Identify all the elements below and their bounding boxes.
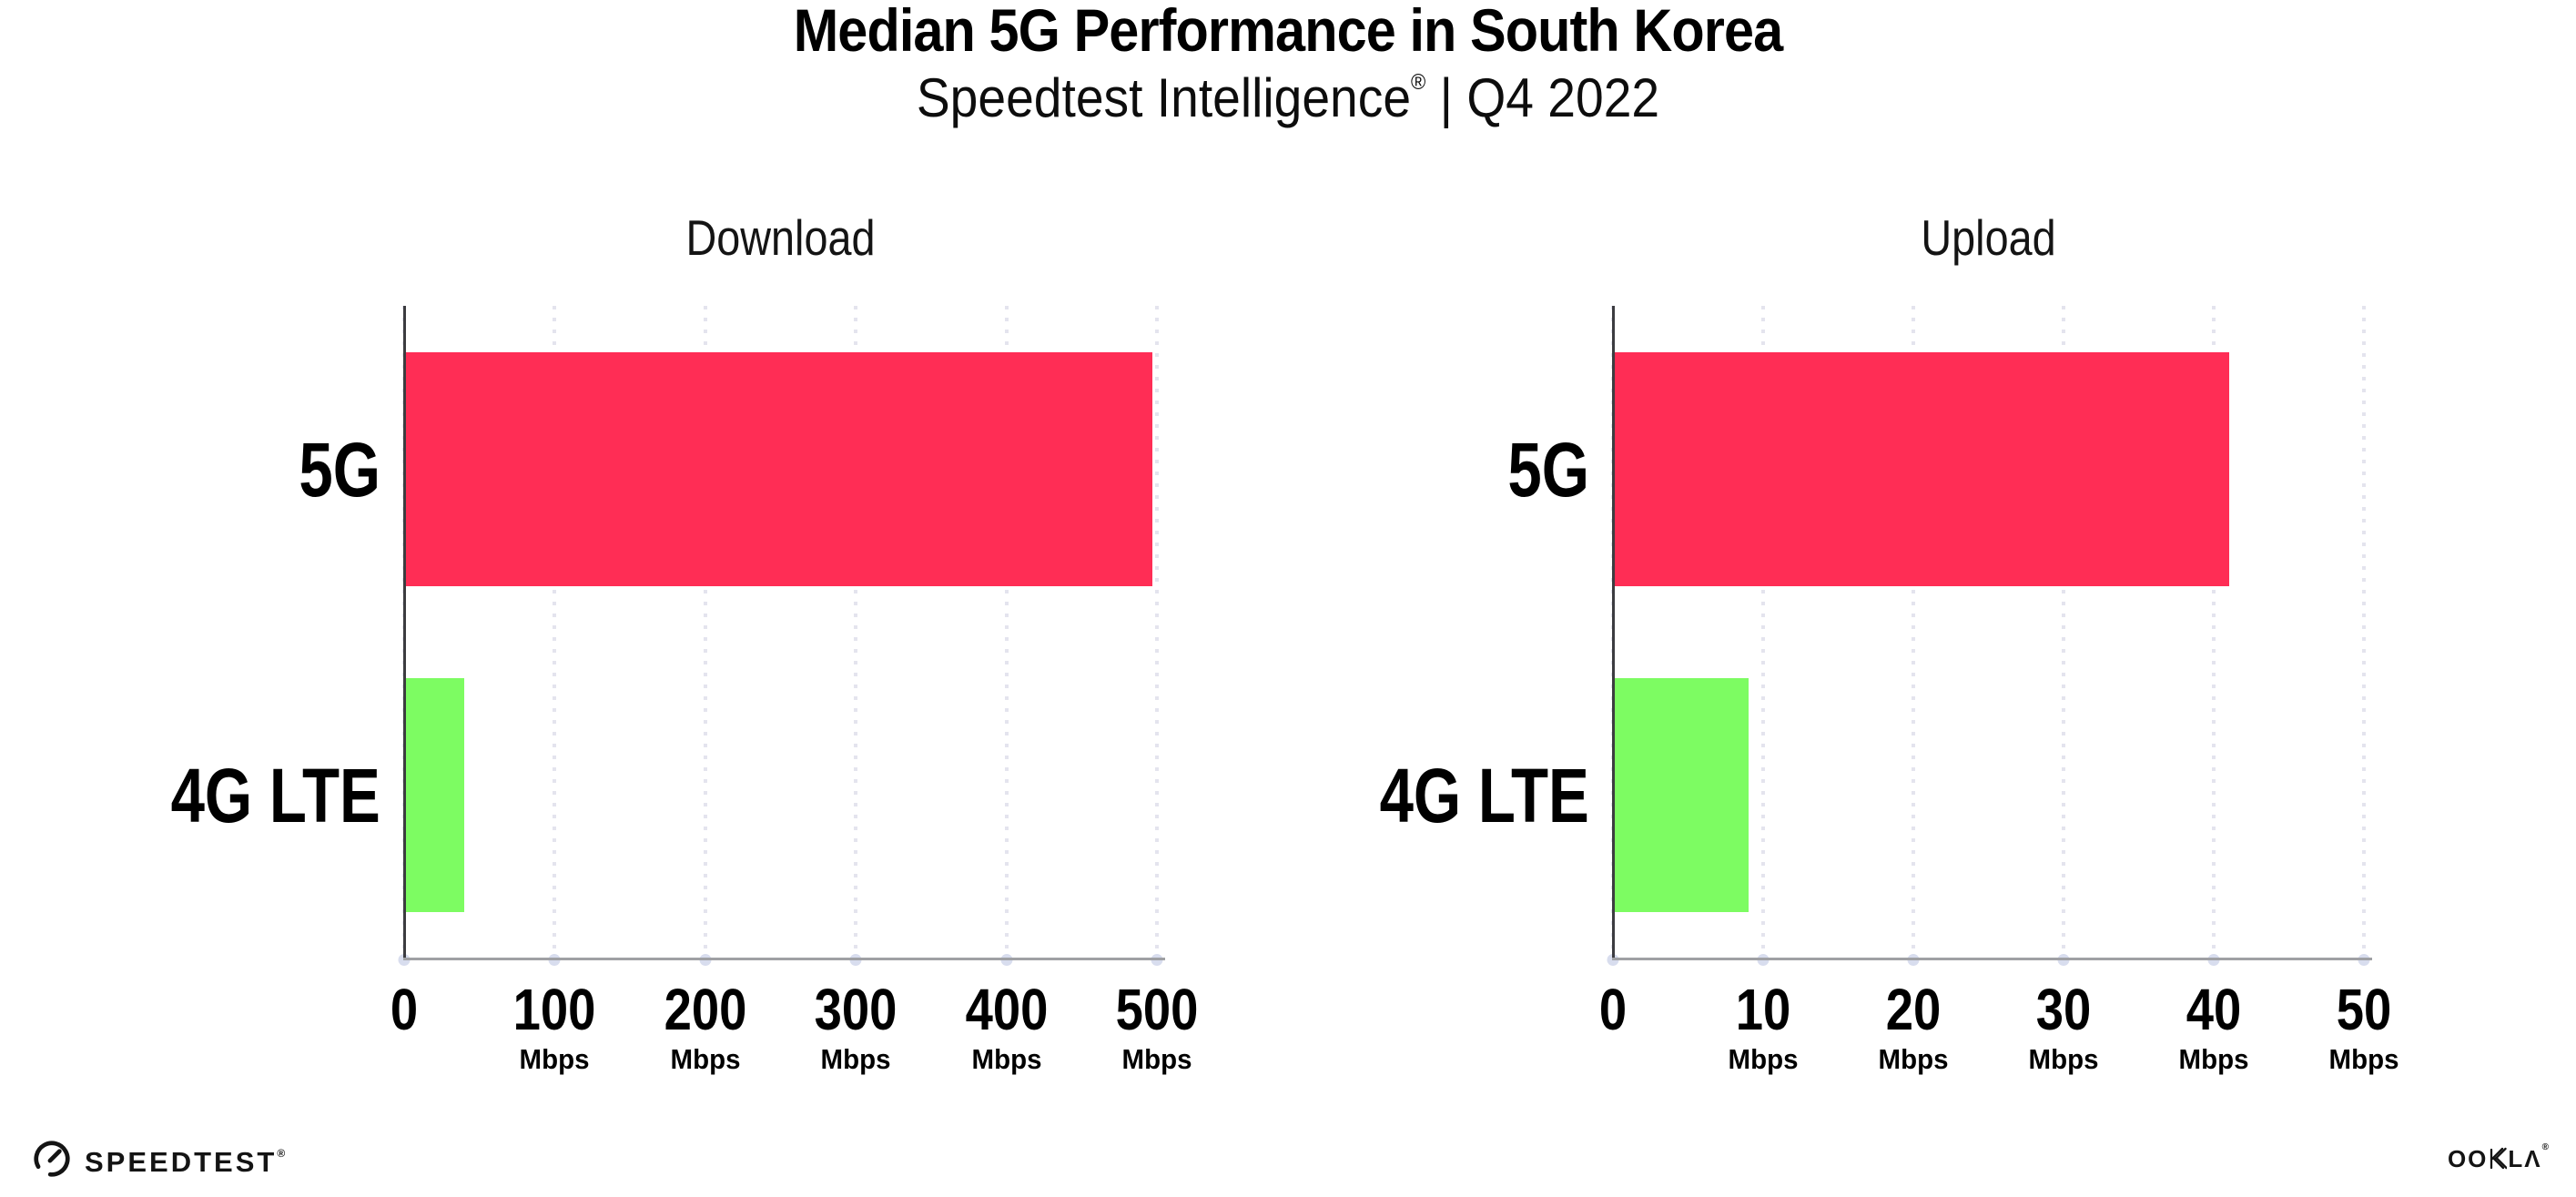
x-tick: 500 Mbps [1109,977,1206,1076]
download-chart-title: Download [685,209,876,266]
page-subtitle: Speedtest Intelligence® | Q4 2022 [103,56,2473,128]
category-label-5g: 5G [1507,427,1589,512]
tick-label: 20 [1885,977,1942,1042]
x-tick: 0 [388,977,421,1043]
gridline [1155,306,1159,958]
speedtest-wordmark-text: SPEEDTEST [85,1146,278,1178]
tick-label: 300 [814,977,898,1042]
registered-mark: ® [277,1147,286,1160]
bar-4g-lte-upload [1613,678,1749,912]
tick-unit: Mbps [1728,1043,1799,1075]
tick-unit: Mbps [670,1043,741,1075]
tick-unit: Mbps [971,1043,1042,1075]
tick-label: 40 [2186,977,2242,1042]
tick-label: 0 [1598,977,1628,1042]
ookla-wordmark-right: LΛ [2508,1144,2542,1172]
x-tick: 400 Mbps [958,977,1055,1076]
speedtest-wordmark: SPEEDTEST® [85,1132,285,1183]
tick-label: 0 [390,977,419,1042]
subtitle-brand: Speedtest Intelligence [916,67,1412,128]
tick-unit: Mbps [1878,1043,1949,1075]
tick-label: 50 [2336,977,2392,1042]
gridline [553,306,557,958]
category-label-5g: 5G [299,427,380,512]
registered-mark: ® [1411,70,1426,95]
tick-unit: Mbps [2028,1043,2099,1075]
tick-label: 400 [965,977,1048,1042]
x-tick: 10 Mbps [1727,977,1800,1076]
x-axis-line [403,958,1165,960]
x-tick: 300 Mbps [807,977,905,1076]
speedtest-logo: SPEEDTEST® [31,1137,285,1179]
tick-label: 100 [513,977,596,1042]
y-axis-line [1612,306,1615,959]
x-axis-line [1612,958,2372,960]
registered-mark: ® [2541,1142,2549,1152]
x-tick: 50 Mbps [2328,977,2401,1076]
gridline [1004,306,1009,958]
x-tick: 100 Mbps [506,977,603,1076]
x-tick: 30 Mbps [2027,977,2101,1076]
gridline [2362,306,2366,958]
tick-unit: Mbps [2178,1043,2249,1075]
bar-4g-lte-download [404,678,465,912]
page-title: Median 5G Performance in South Korea [793,0,1783,64]
x-tick: 200 Mbps [656,977,754,1076]
x-tick: 40 Mbps [2177,977,2251,1076]
tick-unit: Mbps [820,1043,891,1075]
tick-label: 10 [1735,977,1791,1042]
gridline [1761,306,1765,958]
x-tick: 0 [1597,977,1629,1043]
bar-5g-download [404,352,1153,586]
tick-label: 200 [664,977,747,1042]
bar-5g-upload [1613,352,2229,586]
upload-chart-title: Upload [1921,209,2056,266]
gridline [1912,306,1915,958]
gridline [854,306,858,958]
speedtest-gauge-icon [31,1137,73,1179]
ookla-k-icon [2488,1147,2508,1171]
tick-unit: Mbps [519,1043,590,1075]
upload-chart: Upload 5G 4G LTE 0 10 Mbps 20 Mbps [1380,211,2399,1075]
tick-unit: Mbps [1121,1043,1192,1075]
subtitle-period: | Q4 2022 [1425,67,1660,128]
ookla-logo: OO LΛ ® [2447,1142,2549,1174]
gridline [703,306,707,958]
x-tick: 20 Mbps [1877,977,1951,1076]
tick-label: 500 [1115,977,1199,1042]
download-chart: Download 5G 4G LTE 0 100 Mbps 200 Mbps [171,211,1199,1075]
gridline [2062,306,2065,958]
tick-label: 30 [2035,977,2092,1042]
category-label-4g-lte: 4G LTE [1379,753,1589,838]
y-axis-line [403,306,406,959]
category-label-4g-lte: 4G LTE [170,753,380,838]
ookla-wordmark-left: OO [2447,1144,2489,1172]
gridline [2212,306,2216,958]
tick-unit: Mbps [2328,1043,2399,1075]
